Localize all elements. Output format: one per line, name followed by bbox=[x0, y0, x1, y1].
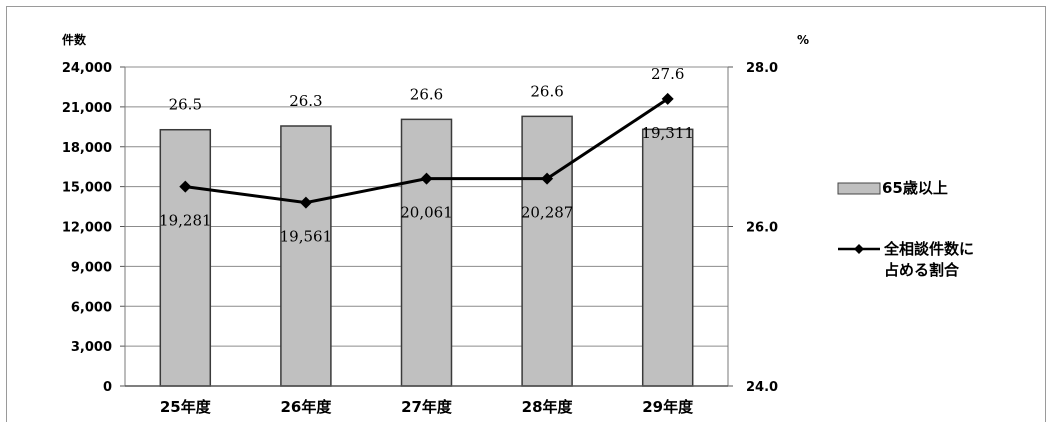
line-point bbox=[541, 172, 554, 185]
x-tick-label: 25年度 bbox=[160, 398, 212, 416]
y2-tick-label: 24.0 bbox=[746, 380, 778, 395]
line-data-label: 26.5 bbox=[169, 96, 202, 114]
line-data-label: 27.6 bbox=[651, 65, 684, 83]
y-axis-title: 件数 bbox=[62, 32, 87, 47]
y2-tick-label: 28.0 bbox=[746, 61, 778, 76]
legend-bar-swatch bbox=[837, 182, 881, 195]
x-tick-label: 27年度 bbox=[401, 398, 453, 416]
bar bbox=[280, 125, 332, 387]
bar-series bbox=[159, 115, 694, 387]
bar-data-label: 19,281 bbox=[159, 212, 212, 230]
line-point bbox=[661, 92, 674, 105]
line-point bbox=[179, 180, 192, 193]
line-point bbox=[420, 172, 433, 185]
bar-data-label: 20,061 bbox=[400, 204, 453, 222]
line-data-label: 26.6 bbox=[530, 82, 563, 100]
y-tick-label: 0 bbox=[103, 380, 112, 395]
y2-axis-title: % bbox=[797, 33, 809, 47]
bar bbox=[400, 118, 453, 387]
y-tick-label: 21,000 bbox=[62, 101, 112, 116]
bar bbox=[641, 128, 694, 387]
bar bbox=[159, 128, 212, 387]
bar-data-label: 19,561 bbox=[280, 228, 333, 246]
axes bbox=[120, 66, 733, 387]
y-tick-label: 18,000 bbox=[62, 141, 112, 156]
bar-data-label: 19,311 bbox=[641, 124, 694, 142]
line-data-label: 26.3 bbox=[289, 92, 322, 110]
chart-frame bbox=[6, 6, 1046, 422]
x-tick-label: 26年度 bbox=[280, 398, 332, 416]
y-tick-label: 24,000 bbox=[62, 61, 112, 76]
line-data-label: 26.6 bbox=[410, 85, 443, 103]
tick-labels: 0 3,000 6,000 9,000 12,000 15,000 18,000 21,000… bbox=[62, 61, 778, 416]
y-tick-label: 3,000 bbox=[71, 340, 112, 355]
x-tick-label: 28年度 bbox=[522, 398, 574, 416]
legend-line-label: 全相談件数に 占める割合 bbox=[883, 240, 979, 279]
legend: 65歳以上 全相談件数に 占める割合 bbox=[837, 179, 979, 279]
y-tick-label: 12,000 bbox=[62, 221, 112, 236]
x-tick-label: 29年度 bbox=[642, 398, 694, 416]
line-point bbox=[299, 196, 312, 209]
bar bbox=[521, 115, 573, 387]
data-labels: 26.5 26.3 26.6 26.6 27.6 19,281 19,561 20,061 20… bbox=[159, 65, 694, 246]
legend-bar-label: 65歳以上 bbox=[882, 179, 948, 197]
bar-data-label: 20,287 bbox=[521, 204, 574, 222]
y-tick-label: 9,000 bbox=[71, 260, 112, 275]
legend-line-marker bbox=[854, 244, 864, 254]
y-tick-label: 6,000 bbox=[71, 300, 112, 315]
line-series bbox=[179, 92, 674, 209]
y2-tick-label: 26.0 bbox=[746, 221, 778, 236]
y-tick-label: 15,000 bbox=[62, 181, 112, 196]
